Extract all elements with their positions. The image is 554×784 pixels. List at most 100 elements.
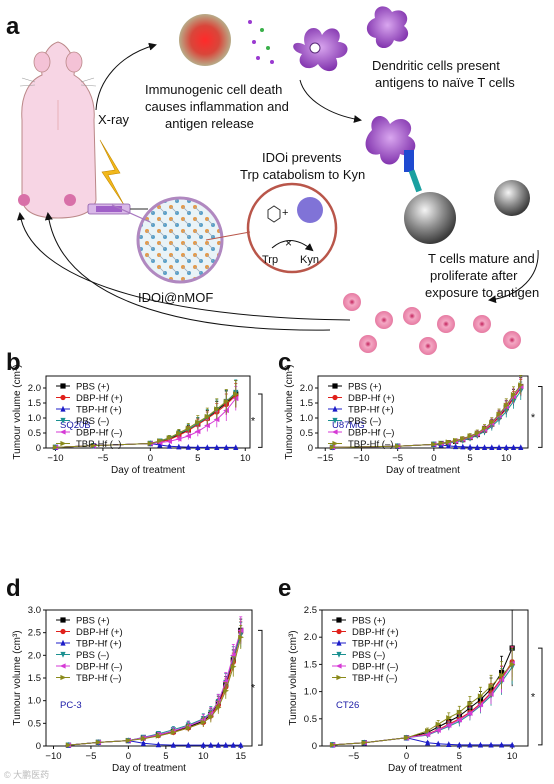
data-point-e: [435, 727, 441, 733]
nmof-particle: [136, 196, 224, 284]
legend-label-b: DBP-Hf (+): [76, 393, 123, 404]
data-point-d: [200, 741, 206, 748]
legend-label-c: TBP-Hf (–): [348, 439, 393, 450]
data-point-b: [166, 438, 172, 444]
x-tick-label-b: 5: [195, 453, 200, 464]
legend-label-e: TBP-Hf (+): [352, 639, 398, 650]
y-tick-label-e: 0: [312, 741, 317, 752]
data-point-e: [435, 740, 441, 747]
legend-marker-c: [332, 440, 339, 447]
idoi-text-1: IDOi prevents: [262, 150, 342, 165]
x-tick-label-c: −15: [317, 453, 333, 464]
data-point-d: [185, 725, 192, 731]
xray-label: X-ray: [98, 112, 130, 127]
data-point-b: [233, 391, 239, 397]
data-point-b: [214, 444, 220, 450]
legend-label-d: DBP-Hf (+): [76, 627, 123, 638]
legend-label-c: TBP-Hf (+): [348, 405, 394, 416]
x-tick-label-d: 10: [198, 751, 209, 762]
legend-marker-d: [60, 674, 67, 681]
x-axis-label-b: Day of treatment: [111, 465, 185, 476]
legend-marker-b: [60, 394, 66, 401]
x-tick-label-d: 5: [163, 751, 168, 762]
legend-label-c: PBS (+): [348, 382, 382, 393]
y-tick-label-d: 2.5: [28, 628, 41, 639]
zoom-line-2: [205, 231, 251, 241]
trp-label: Trp: [262, 254, 278, 266]
data-point-e: [435, 721, 442, 727]
nmof-label: IDOi@nMOF: [138, 290, 213, 305]
y-tick-label-c: 1.5: [300, 398, 313, 409]
tcell-text-3: exposure to antigen: [425, 285, 539, 300]
y-tick-label-c: 0: [308, 443, 313, 454]
data-point-e: [467, 741, 473, 748]
dendritic-cell-2: [366, 6, 409, 49]
data-point-c: [452, 443, 459, 450]
cell-line-label-e: CT26: [336, 700, 359, 711]
block-mark: ×: [285, 236, 292, 250]
data-point-d: [140, 740, 146, 746]
y-tick-label-b: 1.0: [28, 413, 41, 424]
icd-text-3: antigen release: [165, 116, 254, 131]
legend-marker-b: [60, 417, 66, 424]
y-tick-label-e: 1.5: [304, 659, 317, 670]
y-tick-label-c: 1.0: [300, 413, 313, 424]
x-axis-label-e: Day of treatment: [388, 763, 462, 774]
significance-bracket-d: [258, 629, 263, 746]
data-point-d: [215, 741, 221, 748]
data-point-b: [185, 425, 192, 431]
data-point-e: [445, 722, 452, 728]
data-point-d: [95, 739, 102, 745]
data-point-e: [425, 739, 431, 746]
tcr-receptor: [404, 150, 414, 172]
data-point-c: [481, 444, 488, 450]
data-point-c: [510, 392, 517, 398]
cell-line-label-b: SQ20B: [60, 420, 91, 431]
legend-marker-e: [336, 674, 343, 681]
panel-letter-b: b: [6, 349, 21, 376]
data-point-b: [204, 413, 211, 420]
y-tick-label-d: 3.0: [28, 605, 41, 616]
x-tick-label-d: 15: [235, 751, 246, 762]
data-point-c: [452, 437, 459, 444]
legend-marker-c: [331, 429, 338, 435]
chart-panel-d: d 0 0.5 1.0 1.5 2.0 2.5 3.0 −10 −5 0 5 10 15 Day of tr…: [6, 575, 263, 774]
legend-marker-b: [60, 440, 67, 447]
data-point-e: [509, 741, 515, 748]
series-line-e: [332, 664, 513, 746]
x-tick-label-b: 10: [240, 453, 251, 464]
y-tick-label-e: 0.5: [304, 714, 317, 725]
data-point-e: [446, 741, 452, 747]
significance-bracket-c: [538, 386, 543, 448]
legend-label-d: PBS (–): [76, 650, 109, 661]
legend-marker-c: [332, 394, 338, 401]
data-point-b: [157, 441, 163, 448]
data-point-e: [446, 715, 452, 721]
legend-label-d: DBP-Hf (–): [76, 662, 122, 673]
data-point-e: [488, 683, 495, 689]
data-point-c: [503, 444, 509, 450]
data-point-d: [155, 733, 162, 739]
data-point-d: [65, 742, 72, 748]
significance-bracket-e: [538, 647, 543, 746]
data-point-c: [438, 440, 445, 446]
data-point-d: [238, 634, 244, 640]
dying-tumour-cells: [179, 14, 231, 66]
data-point-c: [496, 411, 503, 417]
data-point-b: [185, 433, 191, 439]
legend-label-b: PBS (+): [76, 382, 110, 393]
series-d-5: [65, 625, 244, 748]
data-point-b: [214, 406, 220, 412]
return-arrow-1: [44, 212, 331, 331]
series-e-5: [329, 647, 516, 748]
data-point-e: [467, 700, 474, 707]
significance-star-d: *: [251, 683, 256, 695]
data-point-c: [431, 441, 438, 447]
kyn-label: Kyn: [300, 254, 319, 266]
panel-letter-d: d: [6, 575, 21, 602]
significance-star-c: *: [531, 412, 536, 424]
dc-arrow: [299, 79, 362, 123]
antigen-dots: [248, 20, 274, 64]
series-b-5: [52, 380, 239, 450]
data-point-d: [200, 719, 207, 726]
